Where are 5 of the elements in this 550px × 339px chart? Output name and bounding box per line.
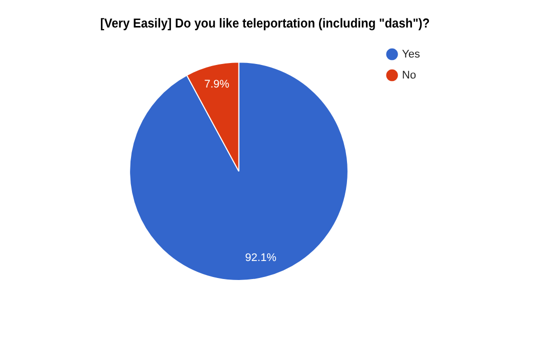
data-label: 7.9%: [204, 78, 230, 91]
data-label: 92.1%: [245, 252, 277, 264]
legend-label: Yes: [402, 48, 420, 60]
legend-label: No: [402, 69, 416, 82]
chart-title: [Very Easily] Do you like teleportation (including "dash")?: [100, 16, 430, 30]
